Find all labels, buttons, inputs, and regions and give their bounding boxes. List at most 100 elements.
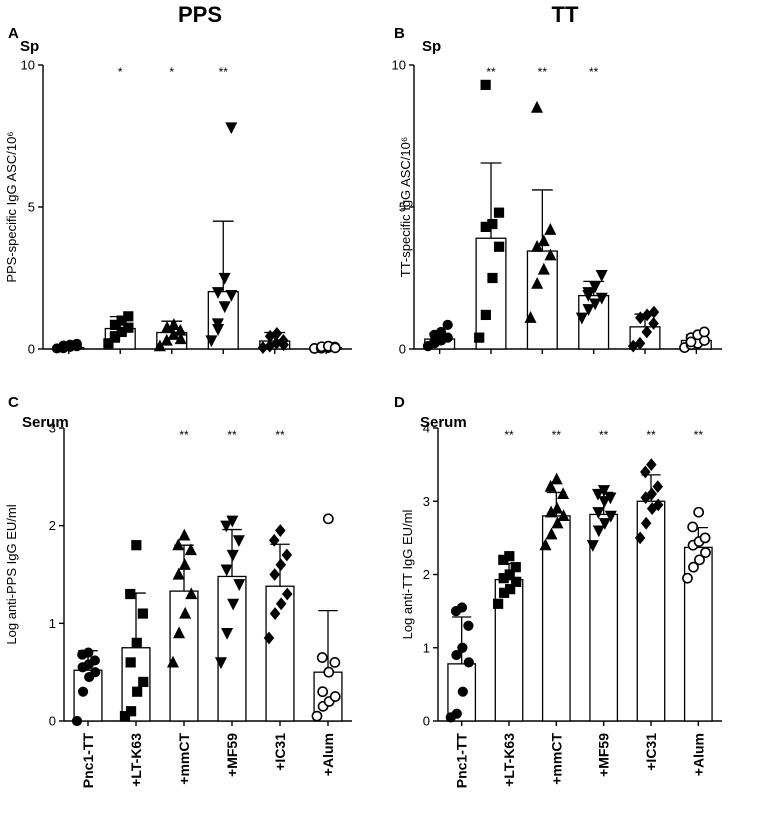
data-point bbox=[218, 272, 231, 285]
data-point bbox=[442, 319, 453, 330]
y-tick-label: 0 bbox=[423, 714, 430, 729]
y-tick-label: 2 bbox=[423, 567, 430, 582]
data-point bbox=[604, 492, 617, 505]
y-axis-label: Log anti-PPS IgG EU/ml bbox=[4, 504, 19, 644]
y-tick-label: 10 bbox=[21, 58, 35, 73]
category-label: +Alum bbox=[690, 733, 706, 776]
data-point bbox=[457, 686, 468, 697]
y-axis-label: PPS-specific IgG ASC/10⁶ bbox=[4, 131, 19, 282]
data-point bbox=[640, 516, 652, 530]
data-point bbox=[648, 305, 660, 319]
data-point bbox=[641, 325, 653, 339]
data-point bbox=[592, 507, 605, 519]
data-point bbox=[646, 487, 657, 501]
panel-letter: D bbox=[394, 394, 405, 411]
data-point bbox=[205, 335, 218, 348]
data-point bbox=[493, 598, 504, 609]
data-point bbox=[463, 657, 474, 668]
data-point bbox=[451, 649, 462, 661]
data-point bbox=[652, 480, 664, 493]
data-point bbox=[597, 485, 611, 497]
data-point bbox=[174, 332, 187, 345]
data-point bbox=[125, 706, 137, 717]
data-point bbox=[178, 528, 191, 541]
data-point bbox=[592, 525, 605, 538]
data-point bbox=[71, 338, 82, 349]
category-label: +IC31 bbox=[643, 733, 659, 771]
data-point bbox=[211, 287, 224, 299]
panel-letter: A bbox=[8, 25, 19, 42]
panel-subtitle: Serum bbox=[22, 414, 69, 431]
category-label: +Alum bbox=[320, 733, 336, 776]
data-point bbox=[138, 676, 149, 688]
data-point bbox=[316, 652, 328, 663]
data-point bbox=[524, 311, 537, 323]
data-point bbox=[225, 122, 238, 135]
data-point bbox=[589, 298, 602, 311]
significance-label: ** bbox=[275, 428, 285, 442]
data-point bbox=[648, 317, 659, 330]
data-point bbox=[278, 338, 289, 352]
data-point bbox=[634, 336, 646, 350]
category-label: Pnc1-TT bbox=[80, 733, 96, 789]
significance-label: ** bbox=[646, 428, 656, 442]
data-point bbox=[480, 309, 491, 321]
data-point bbox=[323, 666, 335, 678]
data-point bbox=[582, 289, 595, 302]
data-point bbox=[537, 262, 550, 275]
y-tick-label: 0 bbox=[28, 342, 35, 357]
data-point bbox=[457, 642, 468, 653]
data-point bbox=[322, 513, 334, 525]
data-point bbox=[109, 332, 120, 343]
data-point bbox=[700, 547, 711, 558]
data-point bbox=[233, 579, 246, 591]
data-point bbox=[442, 332, 453, 343]
significance-label: ** bbox=[538, 65, 548, 79]
data-point bbox=[275, 597, 287, 611]
data-point bbox=[544, 479, 557, 492]
data-point bbox=[480, 79, 491, 90]
data-point bbox=[474, 332, 485, 343]
y-tick-label: 4 bbox=[423, 421, 430, 436]
panel-letter: C bbox=[8, 394, 19, 411]
data-point bbox=[271, 326, 283, 340]
data-point bbox=[698, 326, 710, 338]
data-point bbox=[652, 498, 664, 512]
data-point bbox=[329, 342, 341, 354]
y-tick-label: 3 bbox=[423, 494, 430, 509]
data-point bbox=[591, 488, 604, 501]
bar bbox=[636, 500, 666, 722]
data-point bbox=[640, 465, 651, 479]
data-point bbox=[505, 584, 516, 595]
significance-label: ** bbox=[694, 428, 704, 442]
data-point bbox=[493, 207, 505, 218]
data-point bbox=[557, 509, 570, 521]
data-point bbox=[604, 510, 617, 523]
data-point bbox=[589, 281, 602, 294]
data-point bbox=[699, 532, 711, 544]
data-point bbox=[429, 336, 440, 347]
data-point bbox=[153, 339, 166, 352]
data-point bbox=[269, 607, 281, 620]
data-point bbox=[282, 587, 293, 601]
panel-d: D Serum 0 1 2 3 4 Log anti-TT IgG EU/ml Pnc1-TT *… bbox=[394, 394, 722, 788]
category-label: +mmCT bbox=[548, 733, 564, 785]
data-point bbox=[544, 248, 557, 261]
data-point bbox=[557, 487, 570, 500]
data-point bbox=[214, 657, 227, 670]
data-point bbox=[211, 318, 224, 331]
significance-label: ** bbox=[504, 428, 514, 442]
category-label: Pnc1-TT bbox=[454, 733, 470, 789]
data-point bbox=[329, 691, 341, 702]
data-point bbox=[311, 710, 323, 722]
y-tick-label: 1 bbox=[423, 640, 430, 655]
significance-label: ** bbox=[589, 65, 599, 79]
column-title-pps: PPS bbox=[178, 2, 222, 27]
data-point bbox=[530, 100, 543, 113]
data-point bbox=[504, 551, 515, 562]
data-point bbox=[693, 506, 705, 518]
data-point bbox=[184, 543, 197, 556]
data-point bbox=[575, 312, 588, 325]
y-axis-label: Log anti-TT IgG EU/ml bbox=[400, 509, 415, 639]
